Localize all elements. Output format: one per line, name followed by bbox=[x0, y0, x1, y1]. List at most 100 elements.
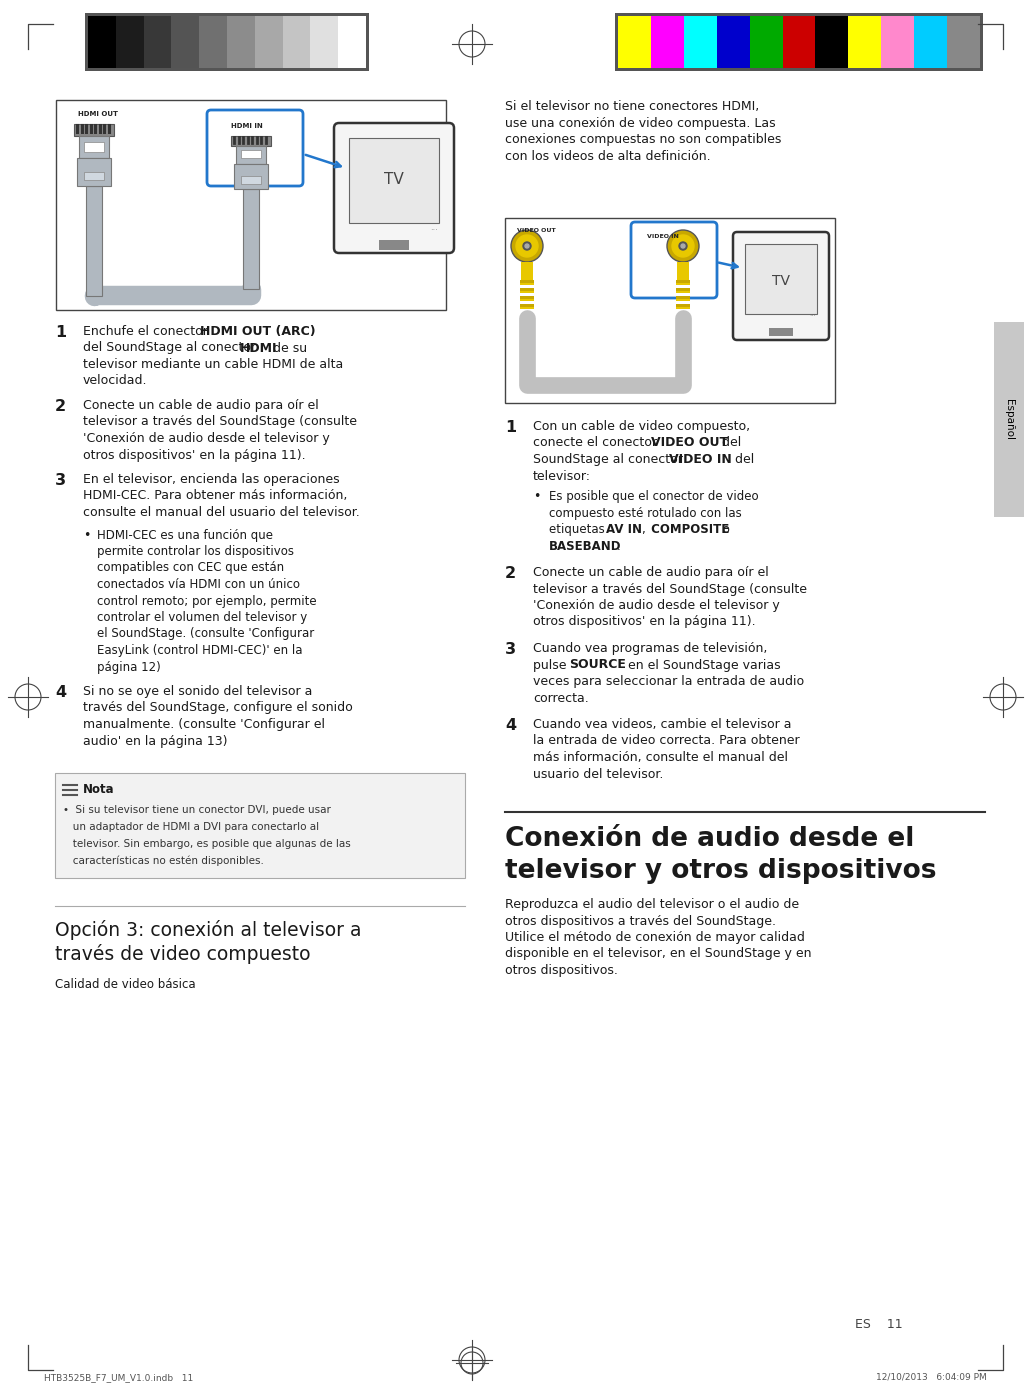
Text: TV: TV bbox=[385, 173, 404, 188]
Bar bbox=[816, 15, 849, 68]
Bar bbox=[379, 240, 409, 250]
Bar bbox=[282, 15, 310, 68]
Text: con los videos de alta definición.: con los videos de alta definición. bbox=[505, 149, 710, 163]
Text: TV: TV bbox=[772, 275, 790, 289]
Text: 12/10/2013   6:04:09 PM: 12/10/2013 6:04:09 PM bbox=[876, 1373, 987, 1381]
Bar bbox=[947, 15, 980, 68]
Bar bbox=[618, 15, 651, 68]
Text: •  Si su televisor tiene un conector DVI, puede usar: • Si su televisor tiene un conector DVI,… bbox=[63, 804, 331, 815]
Bar bbox=[676, 291, 690, 293]
Text: Es posible que el conector de video: Es posible que el conector de video bbox=[548, 491, 759, 503]
Text: características no estén disponibles.: características no estén disponibles. bbox=[63, 856, 264, 867]
Text: velocidad.: velocidad. bbox=[84, 375, 147, 388]
Bar bbox=[74, 124, 114, 137]
Circle shape bbox=[516, 236, 538, 256]
Text: VIDEO IN: VIDEO IN bbox=[647, 234, 678, 238]
Text: disponible en el televisor, en el SoundStage y en: disponible en el televisor, en el SoundS… bbox=[505, 948, 811, 960]
Bar bbox=[79, 137, 109, 158]
Bar bbox=[994, 322, 1024, 517]
Bar bbox=[676, 298, 690, 301]
Text: 3: 3 bbox=[55, 473, 66, 488]
Text: televisor y otros dispositivos: televisor y otros dispositivos bbox=[505, 857, 936, 884]
Text: usuario del televisor.: usuario del televisor. bbox=[533, 768, 663, 781]
Text: 4: 4 bbox=[505, 718, 517, 733]
Text: televisor a través del SoundStage (consulte: televisor a través del SoundStage (consu… bbox=[84, 415, 357, 428]
Bar bbox=[241, 151, 261, 158]
Bar bbox=[684, 15, 717, 68]
Bar bbox=[676, 289, 690, 293]
Bar bbox=[676, 296, 690, 301]
FancyBboxPatch shape bbox=[207, 110, 303, 185]
Text: Si el televisor no tiene conectores HDMI,: Si el televisor no tiene conectores HDMI… bbox=[505, 100, 759, 113]
Text: use una conexión de video compuesta. Las: use una conexión de video compuesta. Las bbox=[505, 117, 775, 130]
Bar bbox=[520, 298, 534, 301]
Text: Reproduzca el audio del televisor o el audio de: Reproduzca el audio del televisor o el a… bbox=[505, 898, 799, 912]
Text: más información, consulte el manual del: más información, consulte el manual del bbox=[533, 751, 788, 764]
Bar bbox=[350, 138, 439, 223]
Bar bbox=[56, 100, 446, 309]
Bar bbox=[255, 15, 282, 68]
Bar bbox=[85, 13, 369, 71]
Bar bbox=[521, 262, 533, 280]
Bar bbox=[243, 190, 259, 289]
Text: ,: , bbox=[641, 523, 644, 537]
Bar bbox=[143, 15, 171, 68]
Text: pulse: pulse bbox=[533, 658, 570, 672]
Text: de su: de su bbox=[269, 342, 307, 354]
Text: Calidad de video básica: Calidad de video básica bbox=[55, 979, 196, 991]
Text: SOURCE: SOURCE bbox=[569, 658, 626, 672]
Text: un adaptador de HDMI a DVI para conectarlo al: un adaptador de HDMI a DVI para conectar… bbox=[63, 822, 320, 832]
Text: otros dispositivos.: otros dispositivos. bbox=[505, 965, 618, 977]
Text: audio' en la página 13): audio' en la página 13) bbox=[84, 735, 228, 747]
Text: Si no se oye el sonido del televisor a: Si no se oye el sonido del televisor a bbox=[84, 684, 312, 698]
Text: Con un cable de video compuesto,: Con un cable de video compuesto, bbox=[533, 420, 751, 434]
Text: HDMI OUT (ARC): HDMI OUT (ARC) bbox=[200, 325, 315, 337]
Text: conectados vía HDMI con un único: conectados vía HDMI con un único bbox=[97, 579, 300, 591]
Bar bbox=[234, 164, 268, 190]
Bar bbox=[750, 15, 783, 68]
Bar bbox=[717, 15, 750, 68]
Bar bbox=[86, 185, 102, 296]
Bar bbox=[616, 13, 983, 71]
Text: 4: 4 bbox=[55, 684, 66, 700]
Bar bbox=[84, 142, 104, 152]
Bar bbox=[241, 176, 261, 184]
Text: •: • bbox=[84, 528, 91, 541]
Text: Cuando vea videos, cambie el televisor a: Cuando vea videos, cambie el televisor a bbox=[533, 718, 792, 730]
Text: conexiones compuestas no son compatibles: conexiones compuestas no son compatibles bbox=[505, 132, 781, 146]
Text: Utilice el método de conexión de mayor calidad: Utilice el método de conexión de mayor c… bbox=[505, 931, 805, 944]
Text: televisor. Sin embargo, es posible que algunas de las: televisor. Sin embargo, es posible que a… bbox=[63, 839, 351, 849]
Text: HTB3525B_F7_UM_V1.0.indb   11: HTB3525B_F7_UM_V1.0.indb 11 bbox=[44, 1373, 193, 1381]
Text: 'Conexión de audio desde el televisor y: 'Conexión de audio desde el televisor y bbox=[533, 599, 779, 612]
Bar bbox=[520, 307, 534, 309]
Text: Conexión de audio desde el: Conexión de audio desde el bbox=[505, 827, 914, 852]
Bar bbox=[783, 15, 816, 68]
Text: Conecte un cable de audio para oír el: Conecte un cable de audio para oír el bbox=[533, 566, 769, 579]
Bar bbox=[520, 283, 534, 284]
Text: controlar el volumen del televisor y: controlar el volumen del televisor y bbox=[97, 611, 307, 625]
Text: 1: 1 bbox=[55, 325, 66, 340]
Text: Opción 3: conexión al televisor a: Opción 3: conexión al televisor a bbox=[55, 920, 362, 940]
FancyBboxPatch shape bbox=[334, 123, 454, 252]
Bar bbox=[520, 304, 534, 309]
Bar bbox=[520, 289, 534, 293]
Text: EasyLink (control HDMI-CEC)' en la: EasyLink (control HDMI-CEC)' en la bbox=[97, 644, 302, 657]
Text: correcta.: correcta. bbox=[533, 691, 589, 704]
Text: 3: 3 bbox=[505, 643, 517, 657]
Bar bbox=[171, 15, 199, 68]
Bar bbox=[676, 283, 690, 284]
Bar bbox=[55, 774, 465, 878]
Bar bbox=[849, 15, 882, 68]
Circle shape bbox=[672, 236, 694, 256]
Bar bbox=[84, 171, 104, 180]
Text: •: • bbox=[533, 491, 540, 503]
Text: 2: 2 bbox=[55, 399, 66, 414]
Circle shape bbox=[667, 230, 699, 262]
Text: del: del bbox=[718, 436, 741, 449]
Bar bbox=[677, 262, 689, 280]
Bar bbox=[676, 280, 690, 284]
Text: la entrada de video correcta. Para obtener: la entrada de video correcta. Para obten… bbox=[533, 735, 800, 747]
Bar bbox=[88, 15, 115, 68]
Bar bbox=[520, 291, 534, 293]
Text: HDMI-CEC es una función que: HDMI-CEC es una función que bbox=[97, 528, 273, 541]
